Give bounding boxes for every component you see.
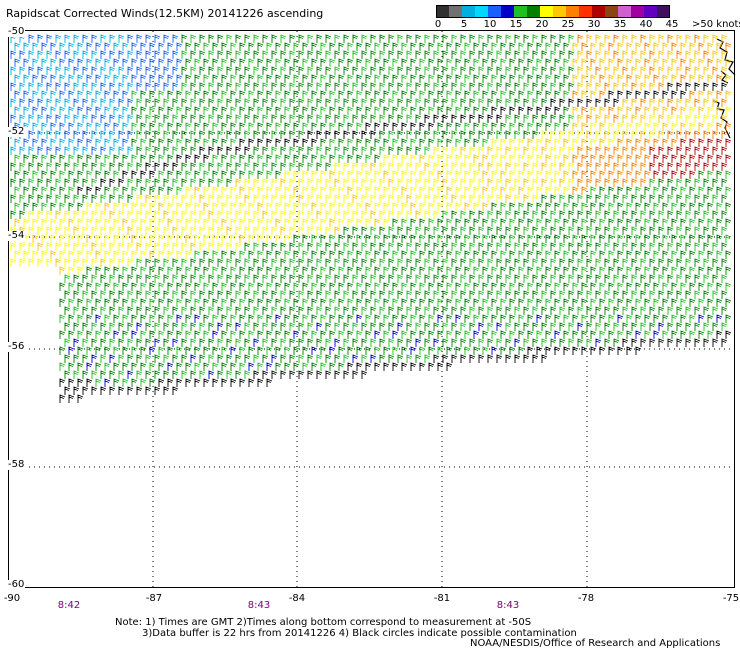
wind-barb-map: [9, 31, 736, 589]
color-swatch: [566, 5, 579, 18]
time-label: 8:43: [496, 600, 520, 611]
lat-label: -58: [7, 459, 26, 470]
lat-label: -60: [7, 579, 26, 590]
color-swatch: [527, 5, 540, 18]
color-swatch: [644, 5, 657, 18]
color-swatch: [436, 5, 449, 18]
color-swatch: [540, 5, 553, 18]
footnote-line: Note: 1) Times are GMT 2)Times along bot…: [115, 617, 532, 628]
lat-label: -56: [7, 341, 26, 352]
color-swatch: [579, 5, 592, 18]
time-label: 8:42: [57, 600, 81, 611]
wind-barbs: [10, 34, 732, 403]
color-swatch: [475, 5, 488, 18]
color-scale-bar: [436, 5, 670, 18]
wind-barb-group: [10, 34, 732, 387]
wind-barb-group: [68, 314, 723, 387]
color-scale-labels: 0 5 10 15 20 25 30 35 40 45 >50 knots: [434, 18, 740, 30]
color-scale-label: 25: [561, 19, 575, 30]
lon-label: -90: [3, 593, 21, 604]
wind-map-plot: [8, 30, 736, 589]
wind-barb-group: [10, 106, 732, 275]
color-swatch: [553, 5, 566, 18]
color-swatch: [618, 5, 631, 18]
color-swatch: [462, 5, 475, 18]
lat-label: -50: [7, 26, 26, 37]
color-swatch: [657, 5, 670, 18]
wind-barb-group: [14, 34, 732, 387]
wind-barb-group: [10, 34, 183, 155]
color-swatch: [488, 5, 501, 18]
wind-barb-group: [14, 34, 732, 275]
color-scale-label: 35: [613, 19, 627, 30]
credit-line: NOAA/NESDIS/Office of Research and Appli…: [470, 638, 721, 649]
color-scale-label: 15: [509, 19, 523, 30]
wind-barb-group: [572, 34, 732, 195]
lon-label: -84: [288, 593, 306, 604]
lon-label: -81: [433, 593, 451, 604]
color-scale-label: 20: [535, 19, 549, 30]
wind-barb-group: [649, 138, 732, 179]
color-scale-label: 45: [665, 19, 679, 30]
lat-label: -54: [7, 230, 26, 241]
lon-label: -87: [145, 593, 163, 604]
color-scale-label: 10: [483, 19, 497, 30]
color-swatch: [449, 5, 462, 18]
time-label: 8:43: [247, 600, 271, 611]
map-title: Rapidscat Corrected Winds(12.5KM) 201412…: [6, 7, 324, 20]
color-swatch: [631, 5, 644, 18]
footnote-line: 3)Data buffer is 22 hrs from 20141226 4)…: [142, 628, 577, 639]
lat-label: -52: [7, 126, 26, 137]
color-swatch: [501, 5, 514, 18]
lon-label: -75: [722, 593, 740, 604]
color-scale-label: 0: [434, 19, 442, 30]
color-scale-label: 40: [639, 19, 653, 30]
coastline: [712, 38, 736, 139]
color-swatch: [605, 5, 618, 18]
color-scale-label: >50 knots: [692, 19, 740, 30]
color-swatch: [592, 5, 605, 18]
footnote: Note: 1) Times are GMT 2)Times along bot…: [115, 617, 577, 639]
color-swatch: [514, 5, 527, 18]
wind-speed-color-scale: 0 5 10 15 20 25 30 35 40 45 >50 knots: [434, 5, 740, 30]
wind-barb-group: [59, 82, 732, 403]
color-scale-label: 5: [460, 19, 468, 30]
color-scale-label: 30: [587, 19, 601, 30]
lon-label: -78: [577, 593, 595, 604]
